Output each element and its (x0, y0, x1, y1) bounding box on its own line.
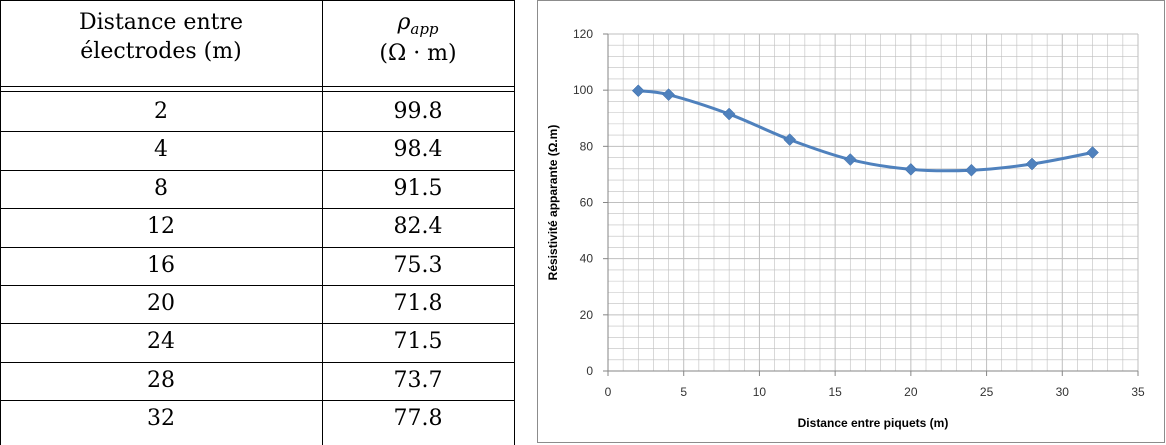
table-border-left (0, 0, 1, 445)
series-markers (631, 84, 1099, 177)
header-distance: Distance entre électrodes (m) (0, 8, 322, 66)
header-rule-bottom (0, 91, 515, 92)
cell-rho: 71.5 (393, 329, 443, 355)
cell-distance: 4 (154, 137, 168, 163)
row-divider (0, 323, 515, 324)
header-rho: ρapp (Ω · m) (322, 8, 514, 68)
data-point-marker (1025, 157, 1039, 171)
cell-distance: 12 (147, 214, 175, 240)
cell-distance: 16 (147, 252, 175, 278)
row-divider (0, 170, 515, 171)
x-tick-label: 0 (605, 385, 612, 399)
y-tick-label: 40 (580, 252, 594, 266)
x-tick-label: 35 (1131, 385, 1145, 399)
y-tick-label: 100 (573, 83, 593, 97)
row-divider (0, 285, 515, 286)
cell-distance: 28 (147, 367, 175, 393)
x-tick-label: 10 (753, 385, 767, 399)
cell-rho: 75.3 (393, 252, 443, 278)
data-point-marker (843, 153, 857, 166)
x-tick-label: 30 (1056, 385, 1070, 399)
y-tick-label: 120 (573, 27, 593, 41)
row-divider (0, 400, 515, 401)
x-axis-label: Distance entre piquets (m) (798, 416, 949, 430)
table-column-divider (322, 0, 323, 445)
data-table: Distance entre électrodes (m) ρapp (Ω · … (0, 0, 520, 445)
y-tick-label: 0 (586, 364, 593, 378)
x-tick-label: 20 (904, 385, 918, 399)
cell-rho: 77.8 (393, 406, 443, 432)
cell-distance: 2 (154, 99, 168, 124)
header-rho-unit: (Ω · m) (379, 41, 457, 66)
data-point-marker (783, 133, 797, 146)
cell-rho: 99.8 (393, 99, 443, 124)
data-point-marker (965, 163, 978, 177)
data-point-marker (1086, 146, 1099, 159)
x-tick-label: 15 (828, 385, 842, 399)
cell-distance: 24 (147, 329, 175, 355)
y-tick-label: 60 (580, 196, 594, 210)
y-axis-label: Résistivité apparante (Ω.m) (546, 125, 560, 281)
row-divider (0, 131, 515, 132)
rho-symbol: ρ (397, 10, 411, 35)
table-border-right (514, 0, 515, 445)
chart-grid (607, 33, 1139, 372)
data-point-marker (631, 84, 645, 98)
y-tick-label: 20 (580, 308, 594, 322)
cell-distance: 32 (147, 406, 175, 432)
chart-area (537, 0, 1165, 443)
cell-rho: 73.7 (393, 367, 443, 393)
row-divider (0, 247, 515, 248)
resistivity-chart: 0 5 10 15 20 25 30 35 0 20 40 60 80 100 120 Distance e… (546, 27, 1145, 430)
data-point-marker (662, 88, 675, 102)
y-tick-label: 80 (580, 139, 594, 153)
header-rule-top (0, 86, 515, 87)
chart-ticks: 0 5 10 15 20 25 30 35 0 20 40 60 80 100 120 (573, 27, 1145, 399)
cell-rho: 82.4 (393, 214, 443, 240)
header-distance-line2: électrodes (m) (80, 39, 242, 64)
row-divider (0, 362, 515, 363)
cell-rho: 91.5 (393, 175, 443, 201)
row-divider (0, 208, 515, 209)
data-point-marker (722, 107, 736, 121)
x-tick-label: 5 (680, 385, 687, 399)
table-border-top (0, 0, 515, 1)
x-tick-label: 25 (980, 385, 994, 399)
cell-distance: 20 (147, 291, 175, 316)
header-rho-symbol: ρapp (322, 8, 514, 39)
cell-rho: 98.4 (393, 137, 443, 163)
data-point-marker (904, 163, 918, 176)
rho-subscript: app (410, 20, 439, 38)
cell-distance: 8 (154, 175, 168, 201)
header-distance-line1: Distance entre (79, 10, 243, 35)
cell-rho: 71.8 (393, 291, 443, 316)
